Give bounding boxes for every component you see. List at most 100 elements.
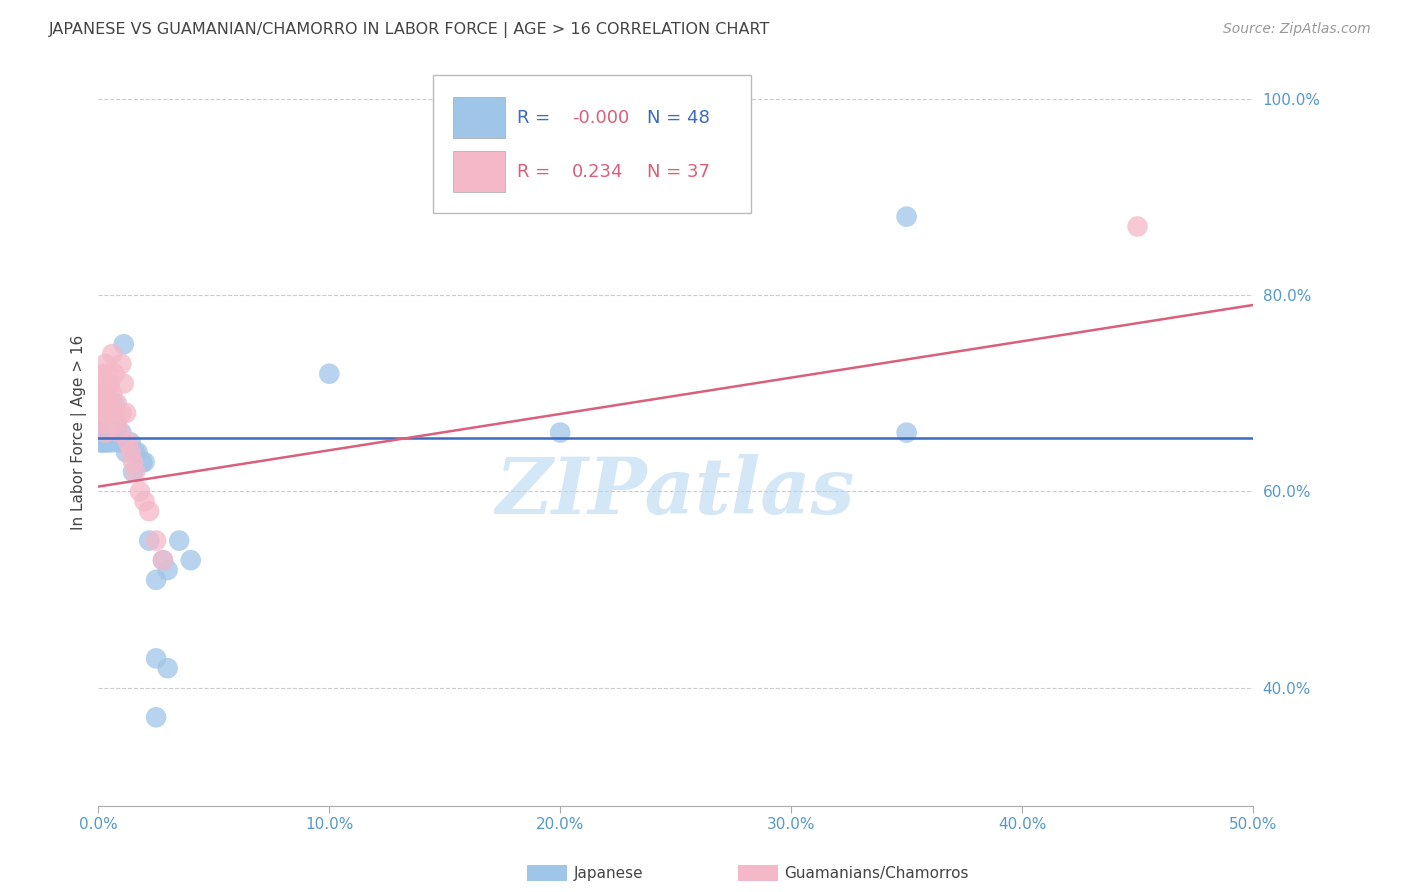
Point [134, 494, 156, 508]
Point [98, 425, 121, 440]
Point [138, 504, 160, 518]
Point [98, 406, 121, 420]
Point [91, 396, 114, 410]
Point [90, 416, 112, 430]
Point [94, 357, 117, 371]
Point [103, 367, 125, 381]
Text: N = 48: N = 48 [647, 109, 710, 127]
Point [103, 396, 125, 410]
Point [156, 661, 179, 675]
Point [167, 533, 190, 548]
Point [101, 347, 124, 361]
Point [90, 376, 112, 391]
Point [145, 710, 167, 724]
Point [180, 553, 202, 567]
Point [145, 651, 167, 665]
Point [90, 435, 112, 450]
Point [101, 435, 124, 450]
Point [152, 553, 174, 567]
Text: Guamanians/Chamorros: Guamanians/Chamorros [785, 866, 969, 880]
Point [98, 416, 121, 430]
Point [1126, 219, 1149, 234]
Point [115, 406, 138, 420]
Point [896, 425, 918, 440]
Point [110, 425, 132, 440]
Point [91, 367, 114, 381]
Point [124, 445, 146, 459]
Point [97, 425, 120, 440]
Point [103, 416, 125, 430]
Point [105, 396, 128, 410]
Point [108, 425, 131, 440]
Point [90, 425, 112, 440]
Point [97, 406, 120, 420]
Point [105, 416, 128, 430]
Bar [453, 152, 505, 193]
Text: Japanese: Japanese [574, 866, 644, 880]
Point [145, 573, 167, 587]
Text: R =: R = [517, 109, 557, 127]
Point [105, 425, 128, 440]
Y-axis label: In Labor Force | Age > 16: In Labor Force | Age > 16 [72, 335, 87, 530]
Point [103, 406, 125, 420]
Text: -0.000: -0.000 [572, 109, 628, 127]
Point [94, 386, 117, 401]
Text: Source: ZipAtlas.com: Source: ZipAtlas.com [1223, 22, 1371, 37]
Point [548, 425, 571, 440]
Point [91, 406, 114, 420]
Point [156, 563, 179, 577]
Point [91, 386, 114, 401]
Point [97, 416, 120, 430]
Point [124, 465, 146, 479]
Point [101, 386, 124, 401]
Point [91, 435, 114, 450]
Point [94, 435, 117, 450]
Point [94, 425, 117, 440]
Bar [453, 97, 505, 138]
Point [90, 396, 112, 410]
Point [138, 533, 160, 548]
Point [90, 406, 112, 420]
Point [94, 425, 117, 440]
Text: N = 37: N = 37 [647, 163, 710, 181]
Point [101, 406, 124, 420]
Point [90, 386, 112, 401]
Point [91, 425, 114, 440]
Point [94, 406, 117, 420]
Point [110, 406, 132, 420]
Point [97, 367, 120, 381]
Point [152, 553, 174, 567]
Point [127, 445, 149, 459]
Point [91, 416, 114, 430]
Point [117, 435, 139, 450]
Point [122, 455, 145, 469]
Point [112, 376, 135, 391]
Point [120, 435, 142, 450]
Point [98, 376, 121, 391]
Point [90, 406, 112, 420]
Point [896, 210, 918, 224]
Point [145, 533, 167, 548]
Point [131, 455, 153, 469]
Text: JAPANESE VS GUAMANIAN/CHAMORRO IN LABOR FORCE | AGE > 16 CORRELATION CHART: JAPANESE VS GUAMANIAN/CHAMORRO IN LABOR … [49, 22, 770, 38]
Point [91, 416, 114, 430]
Point [110, 357, 132, 371]
Point [108, 435, 131, 450]
Text: 0.234: 0.234 [572, 163, 623, 181]
Point [134, 455, 156, 469]
Point [115, 445, 138, 459]
Text: ZIPatlas: ZIPatlas [496, 454, 855, 531]
Point [112, 337, 135, 351]
Point [97, 386, 120, 401]
Text: R =: R = [517, 163, 562, 181]
Point [318, 367, 340, 381]
Point [94, 376, 117, 391]
Point [122, 465, 145, 479]
Point [94, 416, 117, 430]
Point [97, 396, 120, 410]
Point [98, 406, 121, 420]
Point [97, 435, 120, 450]
Point [120, 445, 142, 459]
Point [129, 484, 152, 499]
FancyBboxPatch shape [433, 75, 751, 212]
